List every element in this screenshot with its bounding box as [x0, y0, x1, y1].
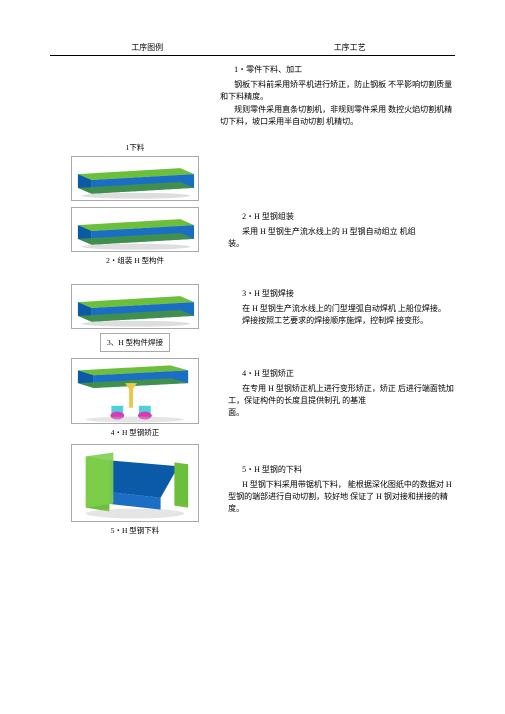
intro-block: 1・零件下料、加工 钢板下料前采用矫平机进行矫正，防止钢板 不平影响切割质量和下… [50, 64, 455, 129]
title-2: 2・H 型钢组装 [228, 211, 455, 222]
beam-icon [72, 284, 198, 329]
body-4a: 在专用 H 型钢矫正机上进行变形矫正，矫正 后进行端面铣加工，保证构件的长度且提… [228, 383, 455, 408]
row-4: 4・H 型钢矫正 4・H 型钢矫正 在专用 H 型钢矫正机上进行变形矫正，矫正 … [50, 358, 455, 438]
row-3: 3、H 型构件焊接 3・H 型钢焊接 在 H 型钢生产流水线上的门型埋弧自动焊机… [50, 284, 455, 352]
caption-2: 2・组装 H 型构件 [106, 255, 164, 266]
image-2 [71, 207, 199, 252]
intro-p2: 规则零件采用直条切割机，非规则零件采用 数控火焰切割机精切下料，坡口采用半自动切… [220, 104, 455, 129]
beam-icon [72, 156, 198, 201]
image-1 [71, 156, 199, 201]
header-left: 工序图例 [50, 42, 244, 53]
image-4 [71, 358, 199, 424]
cut-beam-icon [72, 444, 198, 522]
beam-icon [72, 207, 198, 252]
image-3 [71, 284, 199, 329]
machine-icon [72, 358, 198, 424]
image-5 [71, 444, 199, 522]
caption-4: 4・H 型钢矫正 [111, 427, 160, 438]
body-4b: 面。 [228, 407, 455, 419]
caption-3: 3、H 型构件焊接 [100, 333, 170, 352]
body-3b: 焊接按照工艺要求的焊接顺序施焊，控制焊 接变形。 [228, 315, 455, 327]
intro-title: 1・零件下料、加工 [220, 64, 455, 75]
body-2b: 装。 [228, 238, 455, 250]
title-4: 4・H 型钢矫正 [228, 368, 455, 379]
header-right: 工序工艺 [244, 42, 455, 53]
title-5: 5・H 型钢的下料 [228, 464, 455, 475]
body-3a: 在 H 型钢生产流水线上的门型埋弧自动焊机 上船位焊接。 [228, 303, 455, 315]
title-3: 3・H 型钢焊接 [228, 288, 455, 299]
row-1: 1下料 [50, 139, 455, 201]
caption-5: 5・H 型钢下料 [111, 525, 160, 536]
caption-1: 1下料 [126, 142, 145, 153]
intro-p1: 钢板下料前采用矫平机进行矫正，防止钢板 不平影响切割质量和下料精度。 [220, 79, 455, 104]
table-header: 工序图例 工序工艺 [50, 42, 455, 56]
row-5: 5・H 型钢下料 5・H 型钢的下料 H 型钢下料采用带锯机下料， 能根据深化图… [50, 444, 455, 536]
body-2a: 采用 H 型钢生产流水线上的 H 型钢自动组立 机组 [228, 226, 455, 238]
row-2: 2・组装 H 型构件 2・H 型钢组装 采用 H 型钢生产流水线上的 H 型钢自… [50, 207, 455, 266]
body-5a: H 型钢下料采用带锯机下料， 能根据深化图纸中的数据对 H 型钢的端部进行自动切… [228, 479, 455, 516]
